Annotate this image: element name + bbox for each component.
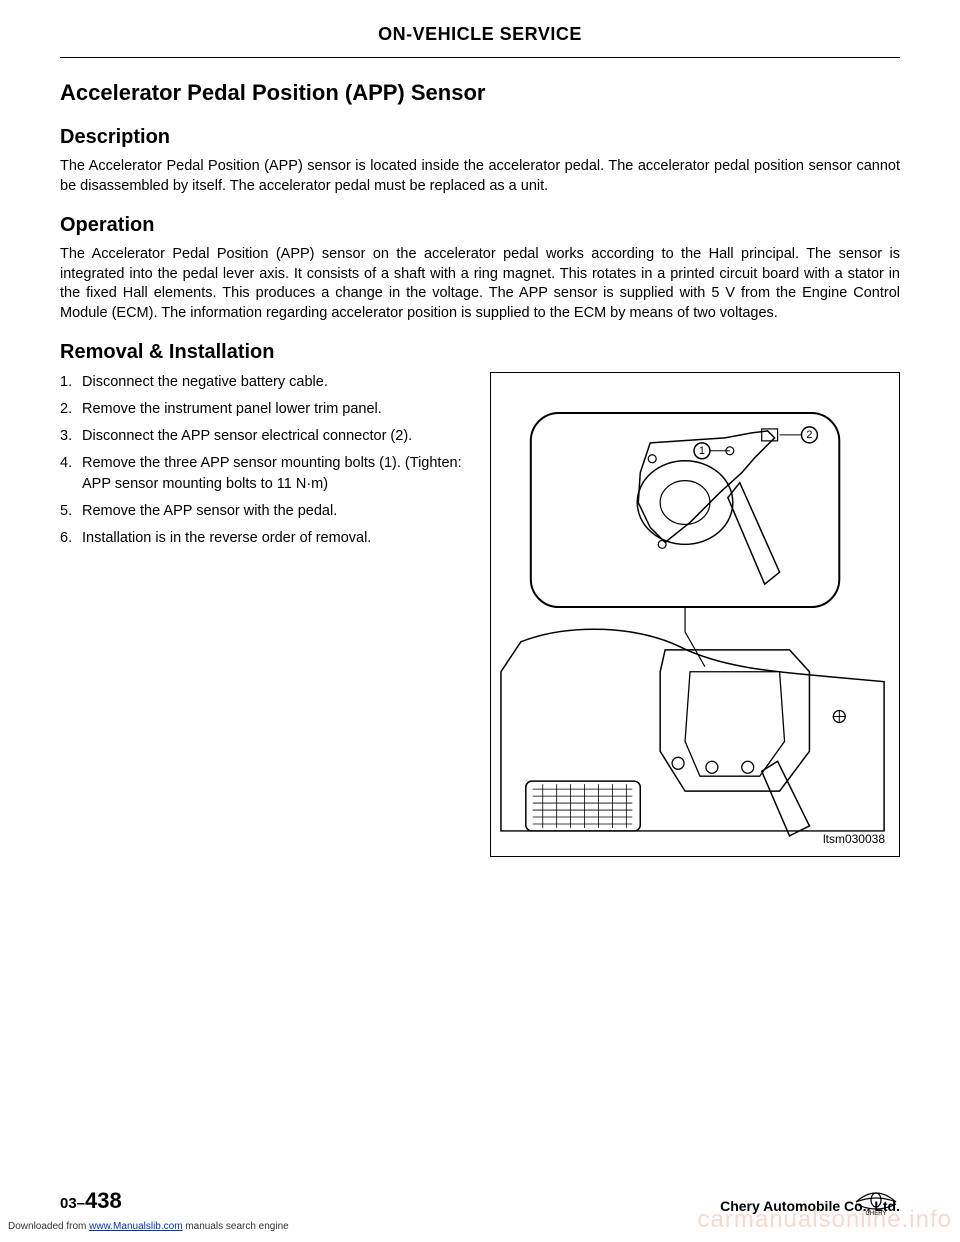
step-item: Remove the APP sensor with the pedal.: [60, 501, 472, 523]
step-item: Remove the instrument panel lower trim p…: [60, 399, 472, 421]
page-section-prefix: 03–: [60, 1195, 85, 1212]
figure-id-label: ltsm030038: [823, 832, 885, 846]
removal-steps-list: Disconnect the negative battery cable. R…: [60, 372, 472, 549]
step-item: Disconnect the negative battery cable.: [60, 372, 472, 394]
pedal-diagram: 1 2: [491, 373, 899, 856]
callout-2-label: 2: [806, 429, 812, 441]
step-item: Installation is in the reverse order of …: [60, 528, 472, 550]
operation-heading: Operation: [60, 214, 900, 237]
description-text: The Accelerator Pedal Position (APP) sen…: [60, 157, 900, 196]
svg-text:CHERY: CHERY: [866, 1211, 887, 1216]
download-prefix: Downloaded from: [8, 1221, 89, 1232]
operation-text: The Accelerator Pedal Position (APP) sen…: [60, 245, 900, 323]
two-column-layout: Disconnect the negative battery cable. R…: [60, 372, 900, 857]
content-area: Accelerator Pedal Position (APP) Sensor …: [0, 58, 960, 857]
main-title: Accelerator Pedal Position (APP) Sensor: [60, 80, 900, 106]
page-number-value: 438: [85, 1188, 122, 1213]
step-item: Remove the three APP sensor mounting bol…: [60, 453, 472, 497]
page-header: ON-VEHICLE SERVICE: [0, 0, 960, 53]
manualslib-link[interactable]: www.Manualslib.com: [89, 1221, 182, 1232]
download-suffix: manuals search engine: [183, 1221, 289, 1232]
description-heading: Description: [60, 126, 900, 149]
steps-column: Disconnect the negative battery cable. R…: [60, 372, 472, 857]
figure-box: 1 2: [490, 372, 900, 857]
download-attribution: Downloaded from www.Manualslib.com manua…: [8, 1221, 289, 1232]
step-item: Disconnect the APP sensor electrical con…: [60, 426, 472, 448]
removal-heading: Removal & Installation: [60, 341, 900, 364]
page-footer: 03–438 Chery Automobile Co., Ltd.: [0, 1188, 960, 1214]
chery-logo-icon: CHERY: [852, 1182, 900, 1216]
callout-1-label: 1: [699, 445, 705, 457]
page-number: 03–438: [60, 1188, 122, 1214]
figure-column: 1 2: [490, 372, 900, 857]
header-title: ON-VEHICLE SERVICE: [60, 24, 900, 45]
